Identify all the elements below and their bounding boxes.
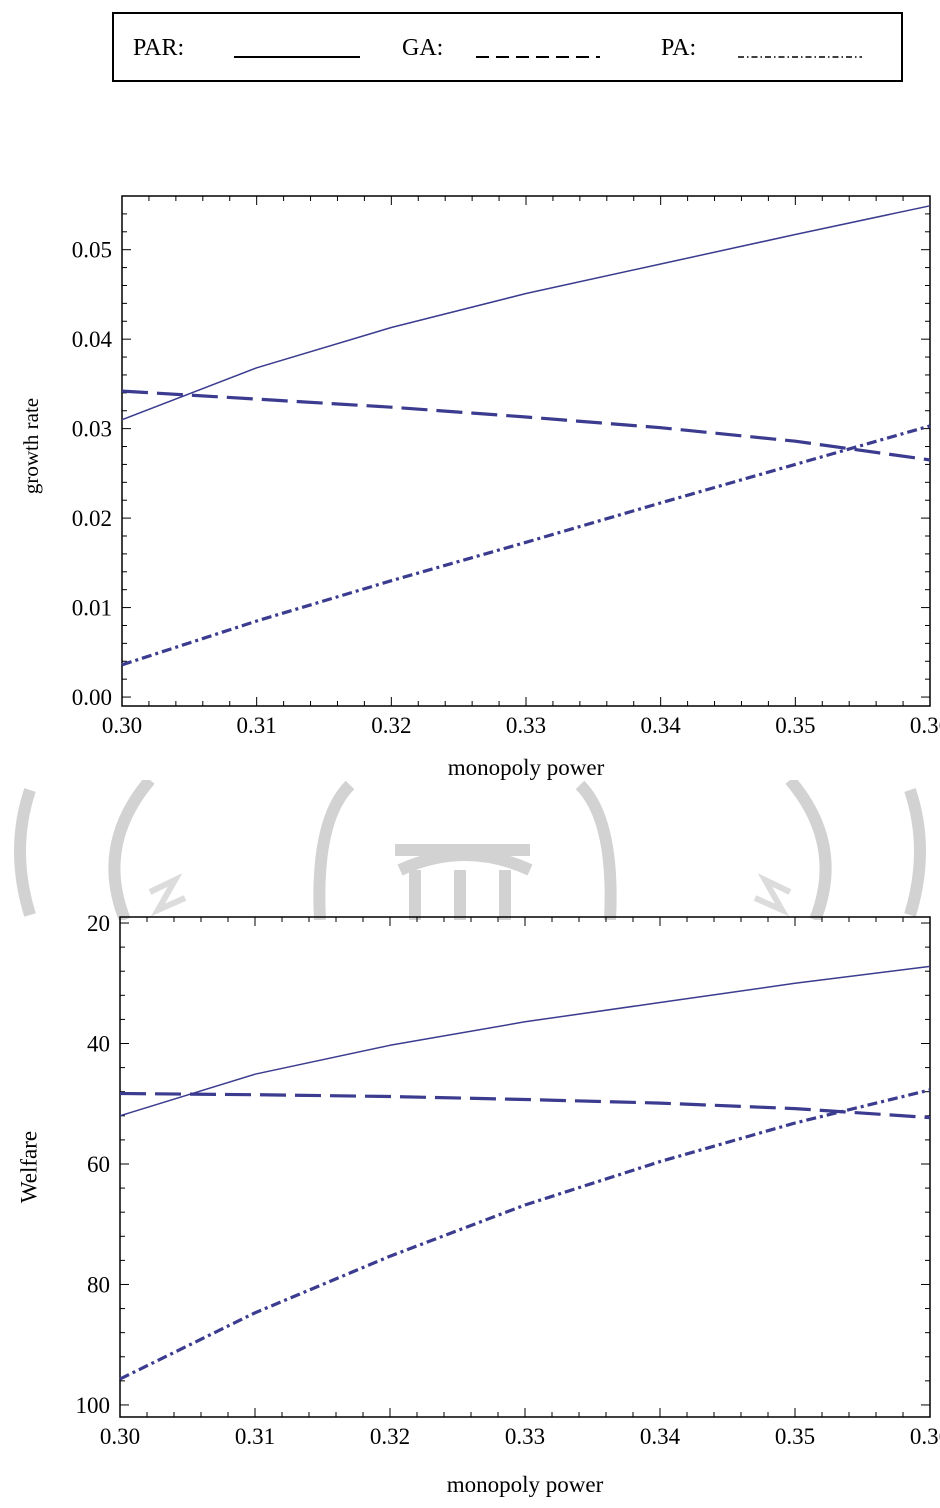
- series-line-ga: [119, 1091, 931, 1120]
- legend-swatch-par: [234, 56, 360, 58]
- y-tick-label: 0.01: [72, 596, 112, 621]
- plot-frame: [119, 916, 931, 1418]
- y-tick-label: 100: [76, 1393, 111, 1418]
- y-tick-labels: 20 40 60 80 100: [76, 911, 111, 1418]
- legend-swatch-ga: [476, 56, 600, 58]
- legend-box: PAR: GA: PA:: [112, 12, 903, 82]
- series-line-pa: [121, 424, 931, 667]
- x-tick-label: 0.36: [910, 1424, 940, 1449]
- axis-ticks: [119, 917, 931, 1417]
- x-axis-label: monopoly power: [448, 755, 605, 780]
- x-tick-label: 0.31: [235, 1424, 275, 1449]
- x-tick-label: 0.34: [641, 713, 682, 738]
- y-tick-label: 80: [87, 1272, 110, 1297]
- welfare-chart: 0.30 0.31 0.32 0.33 0.34 0.35 0.36 20 40 60 80 100…: [16, 911, 940, 1497]
- y-tick-label: 0.05: [72, 238, 112, 263]
- y-tick-label: 0.00: [72, 685, 112, 710]
- series-lines: [121, 205, 931, 667]
- university-seal-watermark: [14, 780, 926, 920]
- legend-swatch-pa: [738, 56, 862, 58]
- x-tick-label: 0.30: [102, 713, 142, 738]
- y-tick-label: 0.04: [72, 327, 113, 352]
- y-tick-labels: 0.00 0.01 0.02 0.03 0.04 0.05: [72, 238, 113, 710]
- y-axis-label: growth rate: [19, 398, 43, 494]
- y-tick-label: 0.02: [72, 506, 112, 531]
- series-lines: [119, 965, 931, 1381]
- x-tick-label: 0.35: [775, 713, 815, 738]
- x-tick-label: 0.32: [370, 1424, 410, 1449]
- x-tick-label: 0.33: [505, 1424, 545, 1449]
- x-tick-label: 0.31: [237, 713, 277, 738]
- y-tick-label: 0.03: [72, 417, 112, 442]
- legend-label-par: PAR:: [133, 35, 185, 61]
- y-axis-label: Welfare: [16, 1131, 41, 1203]
- series-line-par: [119, 965, 931, 1117]
- x-axis-label: monopoly power: [447, 1472, 604, 1497]
- growth-rate-chart: 0.300.310.320.330.340.350.36 0.000.010.0…: [19, 195, 940, 780]
- x-tick-label: 0.30: [100, 1424, 140, 1449]
- x-tick-label: 0.32: [371, 713, 411, 738]
- series-line-par: [121, 205, 931, 421]
- series-line-pa: [119, 1088, 931, 1381]
- legend-label-pa: PA:: [661, 35, 697, 61]
- x-tick-label: 0.35: [775, 1424, 815, 1449]
- x-tick-labels: 0.30 0.31 0.32 0.33 0.34 0.35 0.36: [100, 1424, 940, 1449]
- y-tick-label: 60: [87, 1152, 110, 1177]
- legend-label-ga: GA:: [402, 35, 444, 61]
- x-tick-label: 0.36: [910, 713, 940, 738]
- series-line-ga: [121, 389, 931, 462]
- x-tick-label: 0.33: [506, 713, 546, 738]
- y-tick-label: 20: [87, 911, 110, 936]
- y-tick-label: 40: [87, 1032, 110, 1057]
- plot-frame: [121, 195, 931, 707]
- x-tick-label: 0.34: [640, 1424, 681, 1449]
- axis-ticks: [121, 195, 931, 706]
- x-tick-labels: 0.30 0.31 0.32 0.33 0.34 0.35 0.36: [102, 713, 940, 738]
